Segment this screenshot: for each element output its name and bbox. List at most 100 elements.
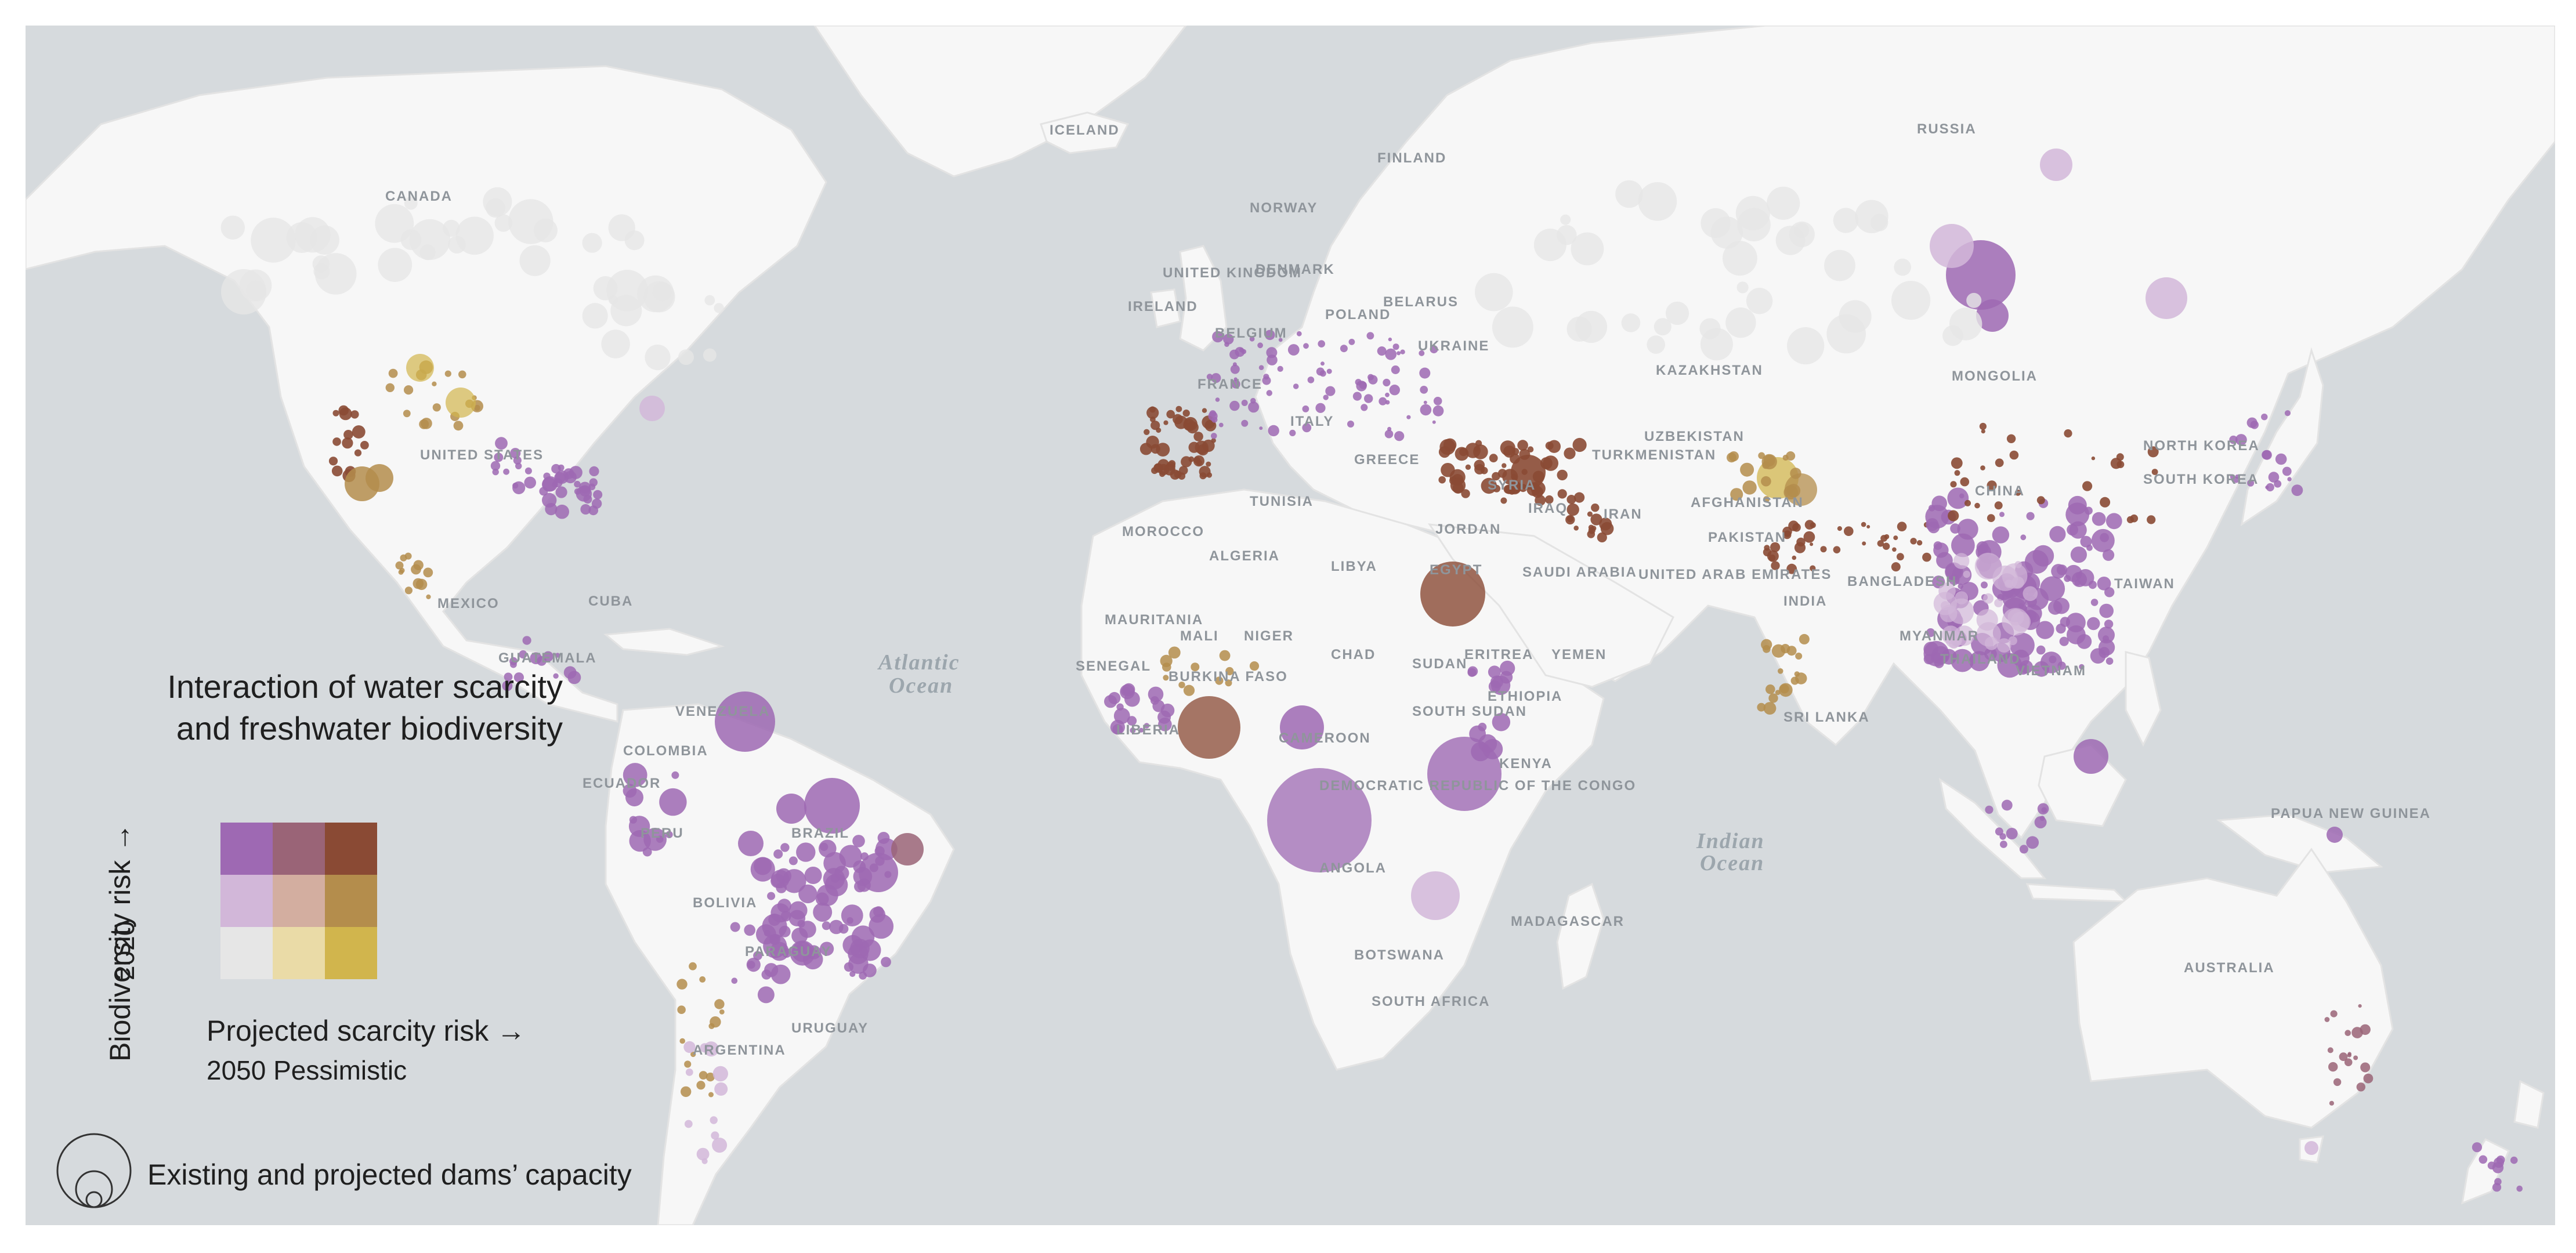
dam-marker xyxy=(542,651,553,662)
dam-marker xyxy=(494,452,504,462)
dam-marker xyxy=(1966,292,1982,308)
dam-marker xyxy=(1599,517,1612,531)
label-botswana: BOTSWANA xyxy=(1354,947,1445,963)
dam-marker xyxy=(744,924,755,936)
dam-marker xyxy=(524,467,532,475)
label-pakistan: PAKISTAN xyxy=(1708,530,1786,545)
label-guatemala: GUATEMALA xyxy=(498,650,597,666)
dam-marker xyxy=(881,957,891,968)
dam-marker xyxy=(2099,647,2110,658)
dam-marker xyxy=(2074,739,2108,774)
dam-marker xyxy=(1420,404,1432,416)
dam-marker xyxy=(704,295,715,306)
dam-marker xyxy=(1419,367,1431,379)
dam-marker xyxy=(1211,373,1221,383)
dam-marker xyxy=(1156,428,1162,433)
dam-marker xyxy=(2151,469,2158,475)
dam-marker xyxy=(1951,457,1963,469)
dam-marker xyxy=(696,1081,705,1090)
dam-marker xyxy=(1894,258,1911,276)
dam-marker xyxy=(2087,617,2100,631)
dam-marker xyxy=(1795,653,1803,660)
dam-marker xyxy=(1181,456,1192,468)
dam-marker xyxy=(1278,338,1283,342)
label-morocco: MOROCCO xyxy=(1122,524,1204,539)
dam-marker xyxy=(1130,727,1136,733)
dam-marker xyxy=(1432,420,1436,424)
dam-marker xyxy=(2009,450,2019,460)
dam-marker xyxy=(1976,541,1989,553)
dam-marker xyxy=(1411,871,1460,920)
dam-marker xyxy=(513,672,524,683)
dam-marker xyxy=(2090,599,2099,606)
dam-marker xyxy=(1325,386,1336,396)
label-libya: LIBYA xyxy=(1331,559,1377,574)
label-indian-ocean: Indian xyxy=(1696,829,1765,853)
dam-marker xyxy=(1250,398,1256,404)
dam-marker xyxy=(1277,365,1283,372)
dam-marker xyxy=(2082,481,2093,491)
dam-marker xyxy=(753,951,762,961)
dam-marker xyxy=(1241,419,1249,427)
dam-marker xyxy=(508,199,553,244)
label-belgium: BELGIUM xyxy=(1215,325,1287,341)
dam-marker xyxy=(1174,470,1182,479)
dam-marker xyxy=(1787,327,1825,365)
legend-cell-1-0 xyxy=(220,875,273,927)
dam-marker xyxy=(1786,563,1797,574)
dam-marker xyxy=(1710,216,1743,249)
label-drc: DEMOCRATIC REPUBLIC OF THE CONGO xyxy=(1319,778,1636,794)
label-madagascar: MADAGASCAR xyxy=(1511,914,1625,929)
dam-marker xyxy=(708,1092,714,1098)
dam-marker xyxy=(1146,436,1159,449)
dam-marker xyxy=(1366,332,1374,340)
dam-marker xyxy=(639,396,665,421)
label-myanmar: MYANMAR xyxy=(1900,628,1979,644)
dam-marker xyxy=(1974,552,2002,580)
dam-markers xyxy=(220,149,2523,1192)
dam-marker xyxy=(2067,625,2086,644)
dam-marker xyxy=(2036,645,2046,655)
dam-marker xyxy=(2036,621,2054,639)
dam-marker xyxy=(1197,444,1209,456)
dam-marker xyxy=(2071,571,2087,588)
dam-marker xyxy=(1320,361,1325,366)
dam-marker xyxy=(1323,394,1329,400)
dam-marker xyxy=(2026,512,2035,520)
land-cuba xyxy=(603,628,725,656)
label-norway: NORWAY xyxy=(1250,200,1318,216)
land-sumatra xyxy=(1938,777,2047,879)
dam-marker xyxy=(574,480,581,488)
dam-marker xyxy=(2287,477,2292,481)
label-liberia: LIBERIA xyxy=(1116,722,1180,738)
label-north-korea: NORTH KOREA xyxy=(2143,438,2260,454)
dam-marker xyxy=(1433,397,1442,405)
dam-marker xyxy=(764,930,771,937)
dam-marker xyxy=(1768,554,1776,562)
dam-marker xyxy=(1882,542,1890,550)
dam-marker xyxy=(1257,342,1264,349)
dam-marker xyxy=(579,485,591,497)
dam-marker xyxy=(761,969,772,980)
dam-marker xyxy=(1379,397,1387,405)
dam-marker xyxy=(1196,459,1202,466)
dam-marker xyxy=(1263,374,1269,380)
dam-marker xyxy=(712,1138,728,1153)
legend-title: Interaction of water scarcity and freshw… xyxy=(110,666,563,749)
dam-marker xyxy=(676,979,688,990)
dam-marker xyxy=(1564,447,1576,459)
dam-marker xyxy=(1211,438,1216,443)
label-iran: IRAN xyxy=(1604,506,1642,522)
dam-marker xyxy=(2235,434,2247,446)
dam-marker xyxy=(705,1073,715,1082)
dam-marker xyxy=(1587,511,1593,517)
dam-marker xyxy=(563,666,577,679)
dam-marker xyxy=(1771,644,1786,658)
world-map[interactable]: CANADA UNITED STATES MEXICO CUBA GUATEMA… xyxy=(26,26,2555,1225)
label-thailand: THAILAND xyxy=(1940,651,2021,667)
dam-marker xyxy=(699,1071,708,1080)
dam-marker xyxy=(1862,541,1866,546)
dam-marker xyxy=(2329,1100,2334,1106)
label-iraq: IRAQ xyxy=(1528,501,1568,516)
dam-marker xyxy=(512,483,519,489)
